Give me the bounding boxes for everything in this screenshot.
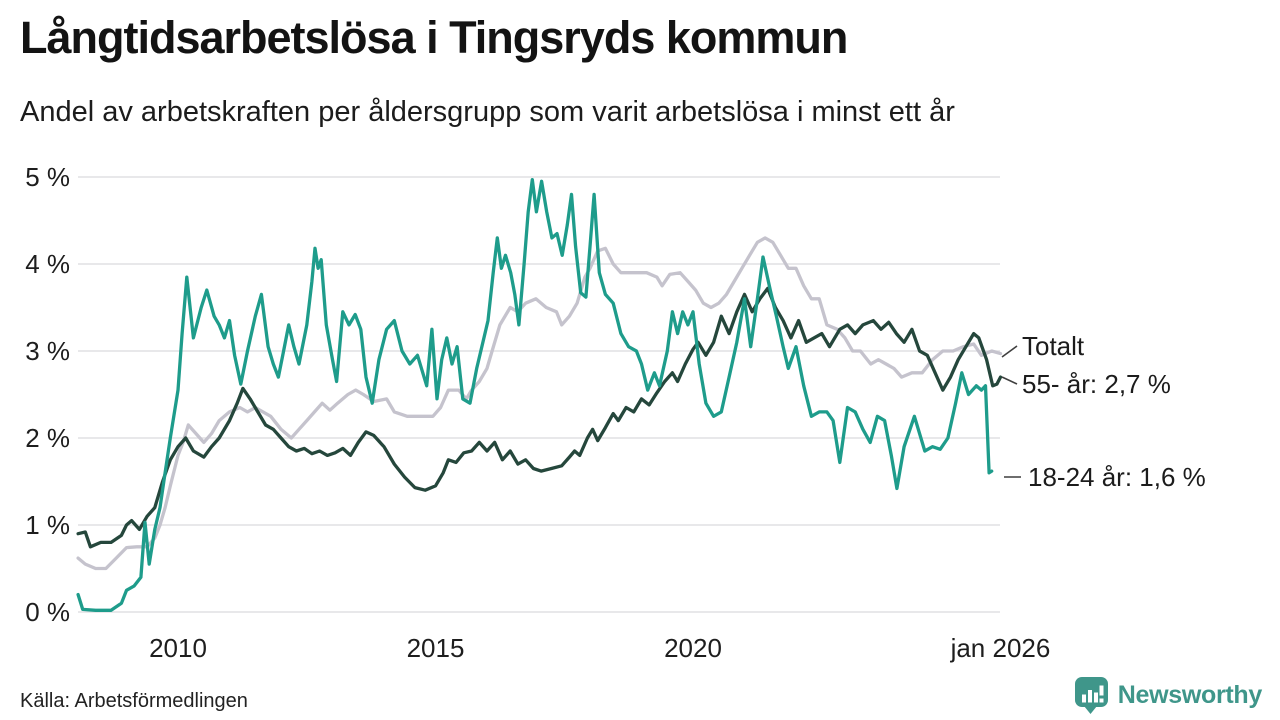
y-tick-label: 2 % — [25, 423, 70, 453]
series-lines — [76, 177, 1003, 612]
series-label-totalt: Totalt — [1022, 331, 1085, 361]
label-leader-lines — [1001, 345, 1021, 478]
page-subtitle: Andel av arbetskraften per åldersgrupp s… — [20, 96, 955, 128]
x-tick-label: 2015 — [406, 633, 465, 663]
source-note: Källa: Arbetsförmedlingen — [20, 690, 248, 712]
leader-line — [1001, 376, 1018, 385]
y-tick-label: 0 % — [25, 597, 70, 627]
x-tick-label: jan 2026 — [950, 633, 1051, 663]
newsworthy-logo: Newsworthy — [1074, 676, 1262, 715]
newsworthy-wordmark: Newsworthy — [1117, 681, 1263, 709]
y-tick-label: 4 % — [25, 249, 70, 279]
leader-line — [1001, 345, 1018, 358]
series-label-55-ar: 55- år: 2,7 % — [1022, 369, 1171, 399]
x-tick-label: 2020 — [664, 633, 722, 663]
gridlines — [78, 176, 1000, 613]
y-tick-label: 1 % — [25, 510, 70, 540]
newsworthy-icon — [1074, 677, 1108, 714]
series-line-55-r — [76, 286, 1003, 549]
series-label-18-24-ar: 18-24 år: 1,6 % — [1028, 462, 1206, 492]
x-tick-label: 2010 — [149, 633, 207, 663]
series-line-18-24-r — [76, 177, 994, 612]
y-tick-label: 3 % — [25, 336, 70, 366]
page-title: Långtidsarbetslösa i Tingsryds kommun — [20, 12, 848, 63]
series-line-totalt — [76, 236, 1003, 571]
y-tick-label: 5 % — [25, 162, 70, 192]
